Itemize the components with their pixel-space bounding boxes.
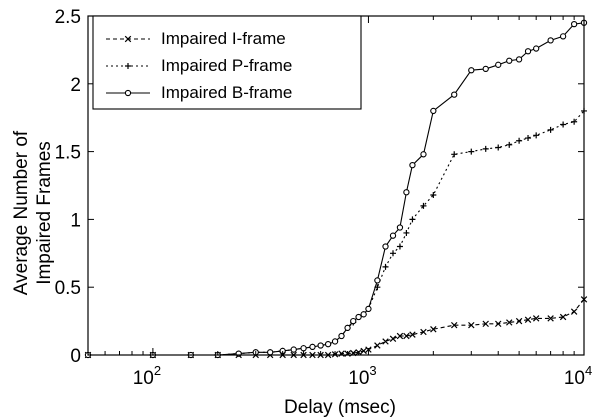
- data-point-b-frame: [547, 37, 554, 44]
- data-point-b-frame: [344, 324, 351, 332]
- data-point-p-frame: [533, 132, 540, 139]
- data-point-b-frame: [420, 151, 427, 158]
- data-point-i-frame: [506, 319, 513, 326]
- x-tick-label: 104: [564, 363, 592, 389]
- series-line-b-frame: [88, 22, 585, 356]
- legend: Impaired I-frame Impaired P-frame Impair…: [92, 15, 362, 110]
- data-point-b-frame: [451, 91, 458, 98]
- y-tick-label: 1: [70, 210, 81, 231]
- data-point-b-frame: [533, 45, 540, 52]
- y-axis-label: Average Number of Impaired Frames: [11, 130, 55, 295]
- series-line-i-frame: [88, 299, 585, 356]
- data-point-i-frame: [396, 332, 404, 340]
- data-point-i-frame: [482, 320, 489, 328]
- data-point-b-frame: [495, 61, 502, 68]
- data-point-b-frame: [300, 345, 307, 352]
- data-point-p-frame: [482, 145, 489, 152]
- data-point-p-frame: [430, 191, 437, 198]
- data-point-p-frame: [390, 250, 397, 257]
- data-point-p-frame: [516, 137, 523, 144]
- data-point-p-frame: [525, 135, 532, 142]
- data-point-b-frame: [389, 232, 397, 239]
- data-point-b-frame: [482, 65, 489, 73]
- data-point-b-frame: [515, 56, 523, 63]
- x-tick-label: 102: [133, 363, 161, 389]
- series-line-p-frame: [88, 110, 585, 356]
- data-point-p-frame: [420, 202, 427, 209]
- data-point-b-frame: [317, 342, 324, 349]
- y-tick-label: 1.5: [55, 143, 81, 164]
- data-point-b-frame: [430, 107, 437, 115]
- data-point-i-frame: [468, 321, 475, 329]
- data-point-b-frame: [524, 48, 532, 55]
- data-point-b-frame: [290, 346, 297, 353]
- x-tick-label: 103: [348, 363, 376, 389]
- data-point-i-frame: [420, 328, 427, 336]
- y-tick-label: 2: [70, 75, 81, 96]
- data-point-b-frame: [324, 341, 332, 348]
- x-axis-label: Delay (msec): [284, 397, 396, 418]
- data-point-i-frame: [430, 326, 437, 333]
- data-point-p-frame: [547, 126, 554, 133]
- data-point-b-frame: [403, 189, 410, 196]
- data-point-p-frame: [409, 216, 416, 223]
- data-point-b-frame: [382, 243, 389, 250]
- data-point-p-frame: [560, 121, 567, 128]
- data-point-i-frame: [494, 320, 502, 328]
- data-point-i-frame: [524, 316, 532, 323]
- legend-label-b-frame: Impaired B-frame: [161, 83, 292, 102]
- data-point-i-frame: [570, 308, 578, 315]
- data-point-b-frame: [365, 305, 372, 313]
- data-point-i-frame: [389, 335, 397, 342]
- data-point-i-frame: [374, 342, 381, 349]
- data-point-b-frame: [570, 20, 578, 28]
- ticks-layer: 0 0.5 1 1.5 2 2.5 102 103 104: [55, 7, 593, 389]
- data-point-b-frame: [350, 317, 357, 325]
- data-point-p-frame: [506, 141, 513, 148]
- data-point-p-frame: [571, 118, 578, 125]
- y-axis-label-line-1: Average Number of: [11, 130, 32, 295]
- data-point-b-frame: [338, 332, 345, 340]
- data-point-i-frame: [450, 321, 458, 329]
- data-point-p-frame: [451, 151, 458, 158]
- data-point-b-frame: [267, 349, 274, 356]
- data-point-i-frame: [382, 338, 389, 345]
- data-point-b-frame: [309, 343, 316, 351]
- data-point-b-frame: [360, 311, 367, 318]
- data-point-b-frame: [409, 162, 416, 169]
- data-point-b-frame: [355, 313, 362, 321]
- data-point-i-frame: [409, 331, 416, 338]
- y-tick-label: 0: [70, 346, 81, 367]
- data-point-i-frame: [547, 315, 554, 322]
- data-point-i-frame: [559, 313, 567, 321]
- legend-marker-p-frame: [125, 63, 131, 69]
- data-point-i-frame: [360, 347, 367, 355]
- legend-marker-i-frame: [124, 35, 132, 43]
- data-point-b-frame: [331, 338, 339, 345]
- data-point-p-frame: [468, 148, 475, 155]
- data-point-b-frame: [468, 67, 475, 74]
- y-tick-label: 2.5: [55, 7, 81, 28]
- legend-swatches: [106, 35, 150, 97]
- data-point-b-frame: [396, 224, 404, 231]
- data-point-p-frame: [382, 263, 389, 270]
- data-point-b-frame: [559, 33, 567, 40]
- y-axis-label-line-2: Impaired Frames: [34, 141, 55, 285]
- data-point-i-frame: [403, 332, 410, 340]
- data-point-p-frame: [396, 243, 403, 250]
- data-point-b-frame: [506, 57, 513, 64]
- legend-label-i-frame: Impaired I-frame: [161, 29, 286, 48]
- data-point-b-frame: [374, 277, 381, 284]
- data-point-p-frame: [495, 144, 502, 151]
- data-point-i-frame: [515, 317, 523, 325]
- legend-box: [92, 15, 362, 110]
- legend-marker-b-frame: [124, 89, 132, 97]
- data-point-i-frame: [532, 315, 540, 322]
- legend-label-p-frame: Impaired P-frame: [161, 56, 292, 75]
- data-point-p-frame: [403, 229, 410, 236]
- y-tick-label: 0.5: [55, 278, 81, 299]
